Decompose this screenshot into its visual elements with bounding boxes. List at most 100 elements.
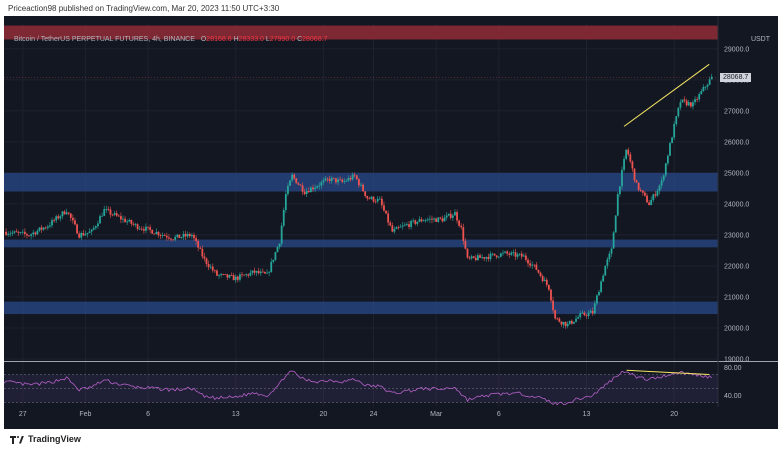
candle-body	[184, 233, 187, 237]
candle-body	[330, 177, 333, 181]
candle-body	[326, 178, 329, 180]
candle-body	[410, 220, 413, 227]
candle-body	[610, 248, 613, 254]
candle-body	[608, 253, 611, 260]
candle-body	[222, 274, 225, 275]
candle-body	[176, 234, 179, 237]
tradingview-logo[interactable]: TradingView	[10, 434, 81, 444]
candle-body	[314, 187, 316, 190]
candle-body	[320, 182, 323, 186]
rsi-tick-label: 80.00	[724, 365, 742, 372]
candle-body	[159, 235, 162, 237]
candle-body	[681, 99, 684, 103]
candle-body	[418, 219, 421, 222]
candle-body	[147, 226, 149, 228]
candle-body	[564, 321, 567, 327]
candle-body	[376, 198, 379, 202]
candle-body	[239, 274, 241, 280]
candle-body	[441, 218, 444, 222]
candle-body	[692, 102, 694, 107]
candle-body	[497, 256, 500, 258]
candle-body	[439, 217, 442, 219]
symbol-legend: Bitcoin / TetherUS PERPETUAL FUTURES, 4h…	[14, 36, 327, 43]
candle-body	[21, 231, 24, 233]
candle-body	[57, 216, 60, 219]
candle-body	[149, 227, 152, 230]
candle-body	[650, 199, 653, 206]
candle-body	[74, 220, 76, 225]
rsi-line	[4, 370, 712, 406]
candle-body	[76, 224, 78, 234]
candle-body	[689, 102, 692, 107]
candle-body	[44, 227, 47, 229]
chart-svg[interactable]: 19000.0 20000.0 21000.0 22000.0 23000.0 24000…	[4, 16, 778, 429]
price-tick-label: 23000.0	[724, 232, 749, 239]
candle-body	[207, 263, 210, 268]
candle-body	[84, 234, 87, 236]
candle-body	[226, 274, 229, 278]
candle-body	[61, 211, 64, 217]
candle-body	[641, 190, 644, 193]
candle-body	[312, 187, 314, 190]
candle-body	[249, 272, 252, 276]
candle-body	[658, 185, 661, 191]
candle-body	[460, 225, 463, 228]
candle-body	[211, 266, 214, 271]
candle-body	[393, 229, 396, 232]
candle-body	[604, 265, 607, 276]
candle-body	[353, 174, 356, 176]
candle-body	[316, 186, 319, 188]
candle-body	[190, 234, 193, 237]
candle-body	[621, 169, 623, 187]
candle-body	[101, 215, 104, 217]
time-tick-label: 20	[670, 411, 678, 418]
candle-body	[445, 215, 448, 218]
candle-body	[656, 190, 659, 196]
candle-body	[374, 201, 377, 203]
candle-body	[431, 218, 433, 220]
candle-body	[662, 175, 665, 181]
candle-body	[435, 218, 438, 222]
candle-body	[449, 213, 452, 218]
candle-body	[522, 255, 525, 257]
candle-body	[188, 233, 191, 237]
candle-body	[470, 256, 473, 259]
candle-body	[406, 224, 408, 226]
ohlc-open: 28168.6	[206, 36, 232, 43]
candle-body	[428, 218, 431, 220]
price-tick-label: 26000.0	[724, 139, 749, 146]
candle-body	[710, 76, 713, 80]
candle-body	[55, 216, 58, 221]
candle-body	[232, 275, 235, 281]
candle-body	[358, 179, 360, 186]
candle-body	[654, 194, 657, 196]
time-tick-label: 6	[146, 411, 150, 418]
candle-body	[78, 233, 81, 238]
rsi-tick-label: 40.00	[724, 393, 742, 400]
candle-body	[241, 274, 243, 276]
candle-body	[272, 259, 275, 262]
candle-body	[585, 315, 588, 316]
price-axis-unit: USDT	[750, 36, 770, 43]
candle-body	[708, 79, 711, 85]
candle-body	[264, 271, 266, 274]
candle-body	[30, 234, 33, 236]
time-tick-label: 27	[19, 411, 27, 418]
candle-body	[389, 222, 392, 226]
candle-body	[468, 257, 471, 259]
candle-body	[644, 192, 646, 196]
candle-body	[593, 303, 596, 314]
chart-area[interactable]: 19000.0 20000.0 21000.0 22000.0 23000.0 24000…	[4, 16, 778, 429]
footer: TradingView	[4, 429, 778, 449]
rsi-trendline	[626, 369, 710, 375]
candle-body	[631, 161, 634, 169]
symbol-name: Bitcoin / TetherUS PERPETUAL FUTURES, 4h…	[14, 36, 195, 43]
candle-body	[245, 274, 248, 276]
candle-body	[291, 174, 294, 181]
time-tick-label: 20	[320, 411, 328, 418]
candle-body	[228, 275, 231, 278]
candle-body	[274, 252, 277, 260]
candle-body	[420, 219, 423, 222]
candle-body	[105, 209, 108, 210]
